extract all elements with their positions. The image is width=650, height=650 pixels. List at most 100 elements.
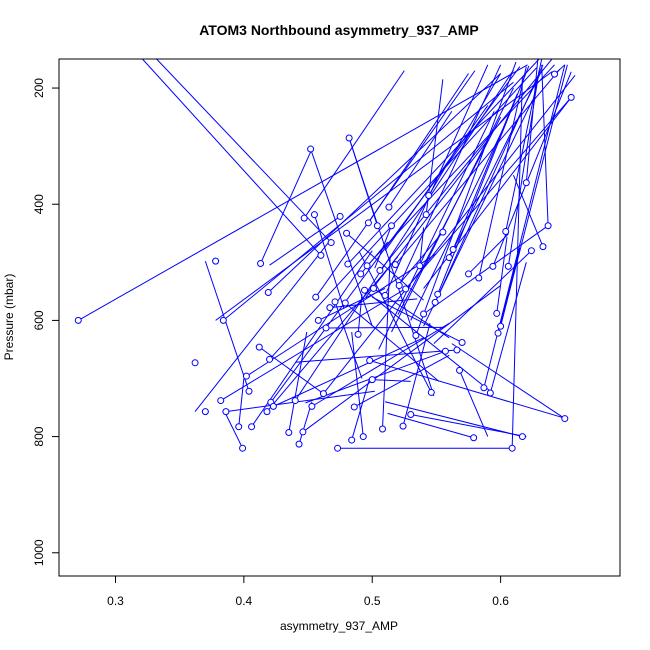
data-point [319,390,327,398]
series-line-segment [315,70,476,298]
data-point [385,203,393,211]
series-line-segment [215,71,553,321]
data-point [567,93,575,101]
data-point [480,384,488,392]
data-point [322,324,330,332]
data-point [441,347,449,355]
data-point [291,397,299,405]
data-point [431,298,439,306]
series-line-segment [448,70,543,258]
y-axis-label: Pressure (mbar) [2,274,16,361]
data-point [518,433,526,441]
data-point [257,259,265,267]
x-tick-label: 0.3 [107,594,124,608]
series-line-segment [459,370,489,437]
data-point [263,408,271,416]
series-line-segment [428,73,502,196]
data-point [420,310,428,318]
series-line-segment [397,231,444,286]
data-point [300,214,308,222]
data-point [331,298,339,306]
series-line-segment [344,302,440,382]
data-point [242,372,250,380]
series-line-segment [500,64,568,327]
data-point [308,402,316,410]
data-point [527,247,535,255]
x-axis: 0.3 0.4 0.5 0.6 [107,575,509,608]
y-tick-label: 800 [32,426,46,446]
data-point [266,355,274,363]
series-line-segment [225,390,375,413]
data-point [387,222,395,230]
data-point [363,262,371,270]
data-point [486,389,494,397]
series-line-segment [497,247,521,334]
series-line-segment [511,76,523,449]
data-point [544,222,552,230]
data-point [445,254,453,262]
data-point [219,316,227,324]
series-line-segment [78,64,528,321]
series-line-segment [305,350,446,404]
series-points [74,70,575,452]
series-line-segment [269,216,341,266]
data-point [399,422,407,430]
data-point [370,284,378,292]
series-line-segment [452,93,518,250]
series-line-segment [223,81,514,321]
series-line-segment [357,294,363,335]
series-line-segment [267,73,501,293]
series-line-segment [351,331,364,437]
series-line-segment [326,326,445,329]
series-lines [78,59,576,449]
data-point [217,397,225,405]
data-point [416,262,424,270]
data-point [376,266,384,274]
series-line-segment [405,97,572,290]
series-line-segment [260,148,313,264]
data-point [361,286,369,294]
series-line-segment [364,289,491,392]
series-line-segment [224,411,244,449]
data-point [350,403,358,411]
data-point [245,387,253,395]
series-line-segment [220,285,412,401]
data-point [494,329,502,337]
series-line-segment [251,250,373,427]
series-line-segment [374,225,392,269]
data-point [201,408,209,416]
series-line-segment [423,99,534,327]
data-point [465,270,473,278]
data-point [475,274,483,282]
data-point [391,261,399,269]
series-line-segment [372,379,411,382]
series-line-segment [410,128,504,321]
x-tick-label: 0.4 [236,594,253,608]
series-line-segment [384,401,523,438]
series-line-segment [423,225,549,315]
series-line-segment [384,105,489,251]
series-line-segment [468,233,509,275]
series-line-segment [387,412,474,439]
data-point [497,322,505,330]
data-point [425,192,433,200]
series-line-segment [433,250,532,345]
y-tick-label: 400 [32,194,46,214]
series-line-segment [525,59,539,183]
x-tick-label: 0.5 [364,594,381,608]
data-point [493,309,501,317]
series-line-segment [358,251,432,393]
data-point [395,282,403,290]
data-point [248,423,256,431]
data-point [422,211,430,219]
data-point [508,444,516,452]
data-point [344,260,352,268]
series-line-segment [391,87,514,333]
y-tick-label: 200 [32,78,46,98]
data-point [317,251,325,259]
data-point [449,246,457,254]
data-point [412,332,420,340]
series-line-segment [295,349,458,363]
chart-title: ATOM3 Northbound asymmetry_937_AMP [199,22,479,38]
data-point [373,222,381,230]
